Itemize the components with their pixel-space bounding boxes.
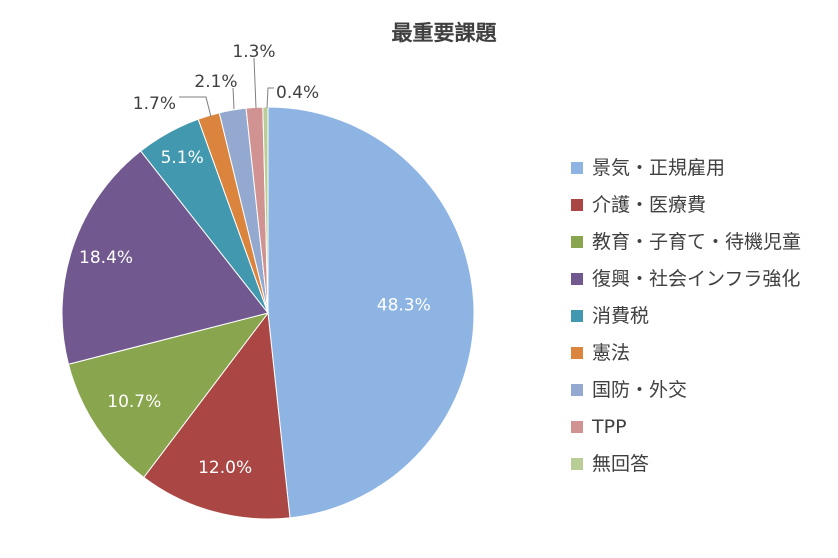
leader-line-9 — [266, 87, 274, 109]
legend-swatch-2 — [571, 199, 583, 211]
leader-line-6 — [179, 96, 212, 118]
legend-swatch-9 — [571, 458, 583, 470]
legend-label-7: 国防・外交 — [592, 379, 687, 401]
slice-value-label-5: 5.1% — [161, 148, 204, 168]
slice-value-label-8: 1.3% — [232, 42, 275, 62]
legend-label-2: 介護・医療費 — [592, 194, 706, 216]
pie-slice-4 — [61, 150, 269, 365]
pie-slice-1 — [267, 106, 475, 519]
slice-value-label-6: 1.7% — [133, 94, 176, 114]
legend-label-5: 消費税 — [592, 305, 649, 327]
slice-value-label-4: 18.4% — [79, 248, 133, 268]
slice-value-label-7: 2.1% — [194, 72, 237, 92]
legend-swatch-3 — [571, 236, 583, 248]
legend-swatch-1 — [571, 162, 583, 174]
legend-swatch-8 — [571, 421, 583, 433]
slice-value-label-2: 12.0% — [198, 458, 252, 478]
legend-label-6: 憲法 — [592, 342, 630, 364]
legend-swatch-5 — [571, 310, 583, 322]
legend-swatch-7 — [571, 384, 583, 396]
legend-label-1: 景気・正規雇用 — [592, 157, 725, 179]
legend-label-4: 復興・社会インフラ強化 — [592, 268, 800, 290]
legend-label-9: 無回答 — [592, 453, 649, 475]
slice-labels: 48.3% 12.0% 10.7% 18.4% 5.1% 1.7% 2.1% 1.3% 0.4% — [79, 42, 431, 478]
pie-slice-3 — [67, 312, 270, 479]
leader-lines — [179, 57, 274, 118]
legend: 景気・正規雇用介護・医療費教育・子育て・待機児童復興・社会インフラ強化消費税憲法… — [571, 157, 801, 475]
slice-value-label-9: 0.4% — [276, 83, 319, 103]
slice-value-label-3: 10.7% — [107, 392, 161, 412]
slice-value-label-1: 48.3% — [377, 296, 431, 316]
legend-label-8: TPP — [591, 416, 627, 438]
legend-label-3: 教育・子育て・待機児童 — [592, 231, 801, 253]
leader-line-7 — [232, 87, 235, 110]
pie-slice-2 — [143, 311, 291, 520]
pie-slices — [61, 106, 475, 520]
chart-title: 最重要課題 — [392, 21, 498, 45]
legend-swatch-4 — [571, 273, 583, 285]
legend-swatch-6 — [571, 347, 583, 359]
leader-line-8 — [253, 57, 257, 109]
pie-slice-9 — [262, 106, 269, 314]
